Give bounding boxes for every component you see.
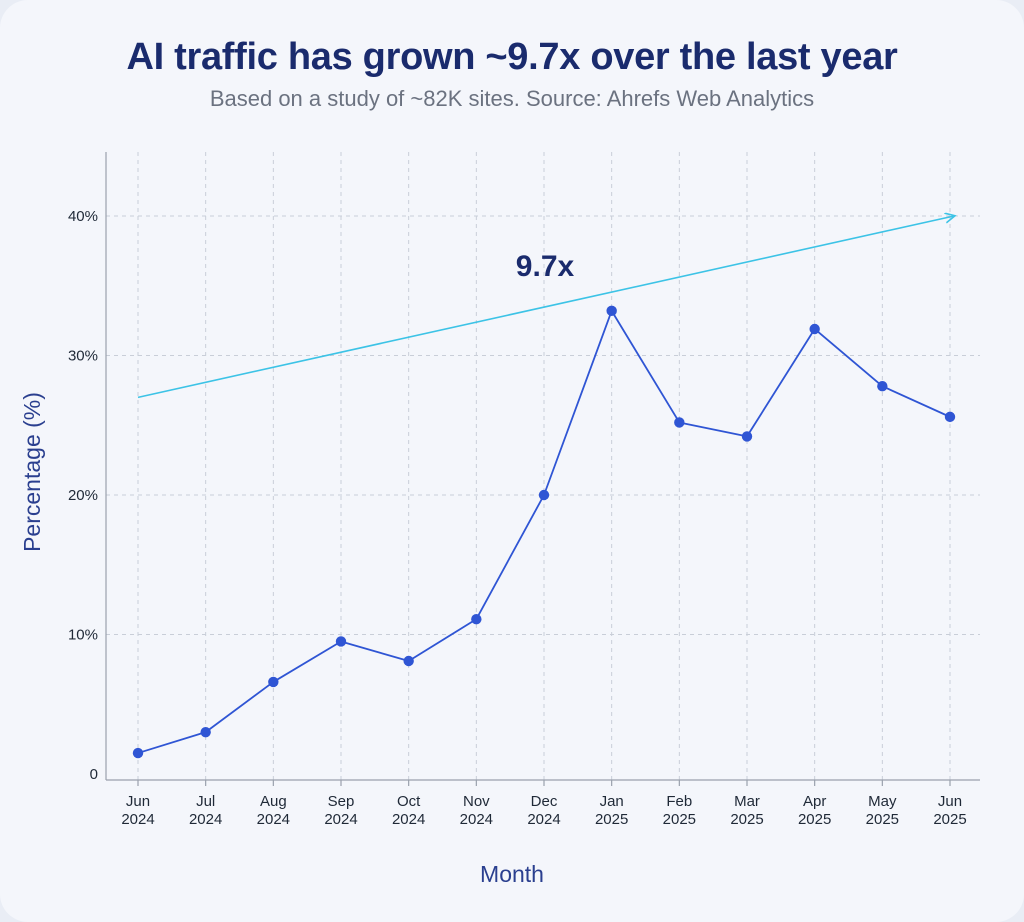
x-tick-label: Jul 2024 (189, 793, 222, 828)
chart-subtitle: Based on a study of ~82K sites. Source: … (209, 86, 815, 111)
trend-line (137, 216, 954, 399)
x-tick-year: 2024 (460, 811, 493, 828)
series (132, 305, 956, 759)
y-tick-label: 20% (68, 487, 98, 504)
x-tick-year: 2025 (595, 811, 628, 828)
grid (106, 152, 980, 780)
x-tick-month: Mar (734, 793, 760, 810)
y-tick-label: 0 (90, 766, 98, 783)
x-tick-year: 2025 (866, 811, 899, 828)
data-point (471, 613, 482, 625)
x-tick-year: 2025 (730, 811, 763, 828)
x-tick-label: Apr 2025 (798, 793, 831, 828)
data-point (674, 417, 685, 428)
data-point (741, 431, 753, 442)
data-point (200, 726, 211, 738)
x-axis-label: Month (480, 861, 544, 887)
x-tick-year: 2025 (798, 811, 831, 828)
data-point (132, 747, 144, 759)
x-tick-year: 2025 (663, 811, 696, 828)
x-tick-label: Jan 2025 (595, 793, 628, 828)
data-point (403, 655, 414, 667)
x-tick-label: Mar 2025 (730, 793, 763, 828)
x-tick-month: Feb (666, 793, 692, 810)
data-point (606, 305, 617, 317)
trend-annotation: 9.7x (516, 250, 575, 283)
x-tick-label: Feb 2025 (663, 793, 696, 828)
x-tick-month: Oct (397, 793, 421, 810)
x-tick-year: 2024 (121, 811, 154, 828)
x-tick-year: 2024 (324, 811, 357, 828)
x-tick-month: Apr (803, 793, 826, 810)
x-tick-month: Jul (196, 793, 215, 810)
x-tick-label: Jun 2025 (933, 793, 966, 828)
x-tick-year: 2024 (189, 811, 222, 828)
x-tick-month: May (868, 793, 897, 810)
x-tick-label: May 2025 (866, 793, 899, 828)
x-tick-label: Oct 2024 (392, 793, 425, 828)
x-tick-label: Nov 2024 (460, 793, 493, 828)
y-tick-label: 40% (68, 208, 98, 225)
data-point (877, 380, 888, 392)
x-tick-month: Jun (126, 793, 150, 810)
axes (105, 152, 980, 786)
x-tick-label: Sep 2024 (324, 793, 357, 828)
x-tick-month: Aug (260, 793, 287, 810)
data-point (268, 676, 279, 688)
data-point (944, 411, 956, 423)
y-tick-label: 10% (68, 627, 98, 644)
y-tick-label: 30% (68, 348, 98, 365)
x-tick-label: Aug 2024 (257, 793, 290, 828)
trend-arrow (137, 216, 954, 399)
x-tick-month: Sep (328, 793, 355, 810)
x-tick-month: Nov (463, 793, 490, 810)
x-tick-year: 2024 (527, 811, 560, 828)
x-tick-label: Dec 2024 (527, 793, 560, 828)
data-point (809, 323, 820, 335)
x-tick-year: 2024 (392, 811, 425, 828)
x-tick-month: Jan (600, 793, 624, 810)
y-tick-labels: 0 10% 20% 30% 40% (68, 208, 98, 783)
data-point (538, 489, 550, 501)
x-tick-month: Jun (938, 793, 962, 810)
chart-title: AI traffic has grown ~9.7x over the last… (126, 36, 898, 78)
x-tick-year: 2024 (257, 811, 290, 828)
data-point (335, 636, 347, 647)
y-axis-label: Percentage (%) (19, 392, 45, 552)
x-tick-label: Jun 2024 (121, 793, 154, 828)
x-tick-year: 2025 (933, 811, 966, 828)
x-tick-month: Dec (531, 793, 558, 810)
